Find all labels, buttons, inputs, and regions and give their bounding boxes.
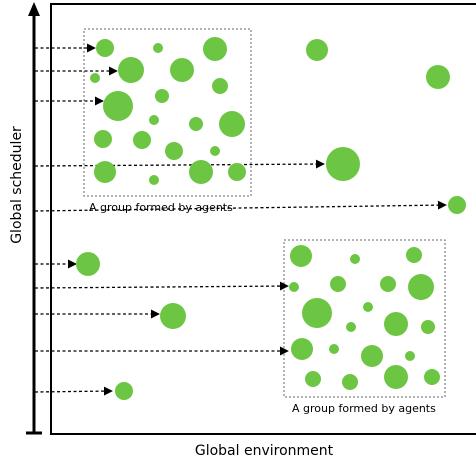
agent <box>76 252 100 276</box>
agent <box>94 130 112 148</box>
agent <box>118 57 144 83</box>
agent <box>406 247 422 263</box>
x-axis-label: Global environment <box>195 443 334 459</box>
agent <box>115 382 133 400</box>
agent <box>94 161 116 183</box>
scheduler-arrow <box>34 200 447 212</box>
agent <box>290 245 312 267</box>
scheduler-arrow <box>34 159 325 169</box>
agent <box>149 175 159 185</box>
agent <box>133 131 151 149</box>
agent <box>96 39 114 57</box>
agent <box>203 37 227 61</box>
scheduler-arrow <box>34 281 289 291</box>
agent <box>103 91 133 121</box>
agent <box>170 58 194 82</box>
agent <box>448 196 466 214</box>
agent <box>210 146 220 156</box>
environment-frame <box>50 3 476 435</box>
agent <box>153 43 163 53</box>
group-label-2: A group formed by agents <box>292 402 436 415</box>
agent <box>149 115 159 125</box>
agent <box>219 111 245 137</box>
agent <box>363 302 373 312</box>
agent <box>408 274 434 300</box>
agents <box>76 37 466 400</box>
agent <box>165 142 183 160</box>
scheduler-axis-arrowhead <box>28 2 40 16</box>
agent <box>291 338 313 360</box>
scheduler-arrows <box>34 43 447 396</box>
scheduler-arrow <box>34 386 113 396</box>
agent <box>346 322 356 332</box>
group-box-2 <box>283 239 446 398</box>
group-label-1: A group formed by agents <box>89 201 233 214</box>
agent <box>384 312 408 336</box>
agent <box>189 160 213 184</box>
agent <box>160 303 186 329</box>
agent <box>212 78 228 94</box>
group-box-1 <box>83 28 252 197</box>
agent <box>350 254 360 264</box>
y-axis-label: Global scheduler <box>9 126 25 244</box>
agent <box>228 163 246 181</box>
agent <box>384 365 408 389</box>
agent <box>289 282 299 292</box>
agent <box>189 117 203 131</box>
agent <box>361 345 383 367</box>
agent <box>305 371 321 387</box>
agent <box>342 374 358 390</box>
agent <box>90 73 100 83</box>
agent <box>302 298 332 328</box>
agent <box>326 147 360 181</box>
agent <box>330 276 346 292</box>
agent <box>424 369 440 385</box>
agent <box>426 65 450 89</box>
agent <box>329 344 339 354</box>
agent <box>155 89 169 103</box>
agent <box>380 276 396 292</box>
agent <box>306 39 328 61</box>
agent <box>405 351 415 361</box>
agent <box>421 320 435 334</box>
